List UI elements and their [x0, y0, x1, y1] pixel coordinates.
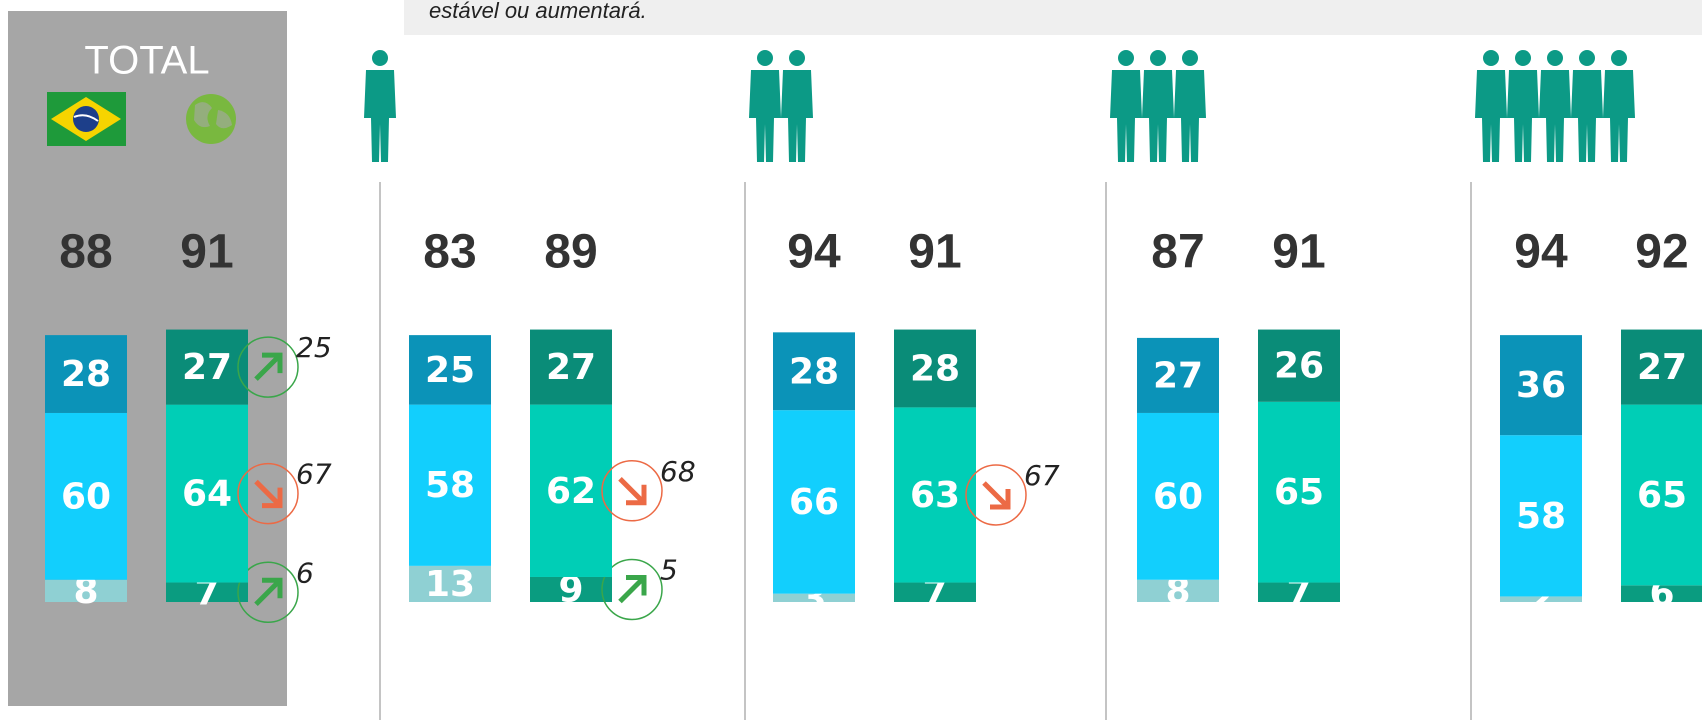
total-title: TOTAL — [84, 39, 209, 83]
segment-label: 65 — [1274, 472, 1324, 513]
body — [364, 70, 396, 162]
change-indicator: 67 — [966, 459, 1060, 525]
people-icon — [1110, 50, 1206, 162]
change-indicator: 5 — [602, 553, 678, 619]
segment-label: 28 — [61, 354, 111, 395]
body — [1507, 70, 1539, 162]
change-label: 25 — [296, 331, 332, 364]
total-label: 91 — [908, 226, 961, 279]
segment-label: 27 — [1153, 355, 1203, 396]
total-label: 91 — [1272, 226, 1325, 279]
total-label: 94 — [1514, 226, 1568, 279]
segment-label: 60 — [1153, 476, 1203, 517]
body — [1571, 70, 1603, 162]
segment-label: 36 — [1516, 365, 1566, 406]
segment-label: 28 — [789, 351, 839, 392]
head — [1547, 50, 1563, 66]
head — [1483, 50, 1499, 66]
head — [1515, 50, 1531, 66]
segment-label: 26 — [1274, 346, 1324, 387]
change-arrow — [984, 483, 1008, 507]
segment-label: 62 — [546, 471, 596, 512]
change-label: 67 — [1024, 459, 1060, 492]
segment-label: 63 — [910, 475, 960, 516]
total-label: 83 — [423, 226, 476, 279]
header-text: estável ou aumentará. — [429, 0, 647, 23]
total-label: 92 — [1635, 226, 1688, 279]
change-indicator: 68 — [602, 455, 696, 521]
total-label: 88 — [59, 226, 112, 279]
people-icon — [749, 50, 813, 162]
head — [789, 50, 805, 66]
head — [372, 50, 388, 66]
body — [1174, 70, 1206, 162]
head — [1611, 50, 1627, 66]
people-icon — [364, 50, 396, 162]
segment-label: 66 — [789, 482, 839, 523]
segment-label: 60 — [61, 476, 111, 517]
total-label: 89 — [544, 226, 597, 279]
total-label: 91 — [180, 226, 233, 279]
body — [1475, 70, 1507, 162]
body — [1110, 70, 1142, 162]
total-label: 94 — [787, 226, 841, 279]
head — [1579, 50, 1595, 66]
segment-label: 65 — [1637, 475, 1687, 516]
body — [749, 70, 781, 162]
people-icon — [1475, 50, 1635, 162]
change-label: 68 — [660, 455, 696, 488]
segment-label: 27 — [1637, 347, 1687, 388]
head — [757, 50, 773, 66]
body — [1539, 70, 1571, 162]
segment-label: 27 — [182, 347, 232, 388]
segment-label: 58 — [1516, 496, 1566, 537]
segment-label: 58 — [425, 465, 475, 506]
change-label: 6 — [296, 556, 314, 589]
change-arrow — [620, 479, 644, 503]
segment-label: 28 — [910, 348, 960, 389]
body — [1142, 70, 1174, 162]
segment-label: 64 — [182, 474, 232, 515]
body — [1603, 70, 1635, 162]
head — [1118, 50, 1134, 66]
head — [1182, 50, 1198, 66]
head — [1150, 50, 1166, 66]
total-label: 87 — [1151, 226, 1204, 279]
segment-label: 25 — [425, 350, 475, 391]
segment-label: 27 — [546, 347, 596, 388]
infographic: estável ou aumentará. TOTAL 889186028766… — [0, 0, 1702, 720]
brazil-flag — [47, 92, 126, 146]
change-arrow — [620, 577, 644, 601]
change-label: 67 — [296, 458, 332, 491]
globe-icon — [186, 94, 236, 144]
segment-label: 13 — [425, 564, 475, 605]
change-label: 5 — [660, 553, 678, 586]
body — [781, 70, 813, 162]
